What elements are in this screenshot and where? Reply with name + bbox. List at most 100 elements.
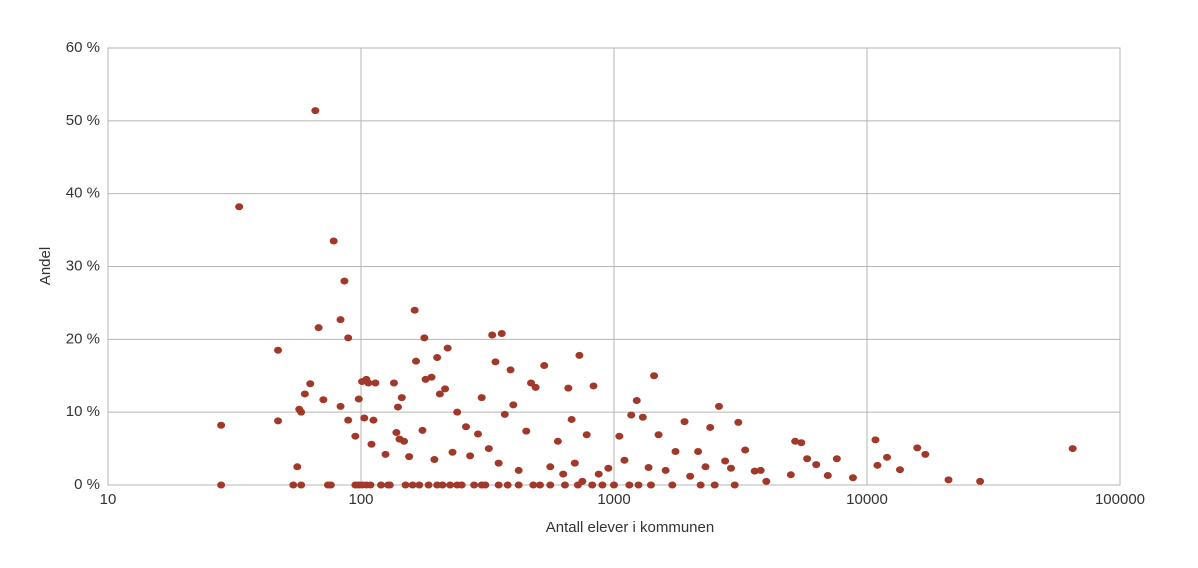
point xyxy=(336,402,345,410)
point xyxy=(297,481,306,489)
point xyxy=(491,358,500,366)
point xyxy=(536,481,545,489)
point xyxy=(297,408,306,416)
point xyxy=(319,396,328,404)
y-tick-label: 60 % xyxy=(66,39,100,56)
point xyxy=(443,344,452,352)
point xyxy=(494,481,503,489)
point xyxy=(741,446,750,454)
point xyxy=(540,362,549,370)
point xyxy=(293,463,302,471)
y-tick-label: 0 % xyxy=(74,476,100,493)
point xyxy=(701,463,710,471)
point xyxy=(311,107,320,115)
x-tick-label: 1000 xyxy=(597,491,630,508)
y-tick-label: 20 % xyxy=(66,330,100,347)
y-tick-label: 40 % xyxy=(66,185,100,202)
point xyxy=(274,417,283,425)
point xyxy=(381,450,390,458)
point xyxy=(588,481,597,489)
point xyxy=(473,430,482,438)
point xyxy=(567,415,576,423)
x-tick-label: 10 xyxy=(100,491,117,508)
point xyxy=(418,426,427,434)
point xyxy=(575,351,584,359)
point xyxy=(913,444,922,452)
point xyxy=(594,470,603,478)
point xyxy=(326,481,335,489)
point xyxy=(686,472,695,480)
point xyxy=(360,414,369,422)
point xyxy=(570,459,579,467)
point xyxy=(344,334,353,342)
point xyxy=(823,472,832,480)
point xyxy=(598,481,607,489)
point xyxy=(730,481,739,489)
point xyxy=(573,481,582,489)
point xyxy=(235,203,244,211)
point xyxy=(871,436,880,444)
point xyxy=(564,384,573,392)
point xyxy=(351,432,360,440)
point xyxy=(433,354,442,362)
point xyxy=(435,390,444,398)
x-tick-label: 100 xyxy=(348,491,373,508)
point xyxy=(627,411,636,419)
point xyxy=(427,373,436,381)
point xyxy=(377,481,386,489)
point xyxy=(217,481,226,489)
point xyxy=(654,431,663,439)
point xyxy=(559,470,568,478)
point xyxy=(797,439,806,447)
point xyxy=(531,383,540,391)
point xyxy=(832,455,841,463)
point xyxy=(397,394,406,402)
point xyxy=(393,403,402,411)
point xyxy=(803,455,812,463)
point xyxy=(644,464,653,472)
point xyxy=(401,481,410,489)
point xyxy=(529,481,538,489)
point xyxy=(921,450,930,458)
point xyxy=(367,440,376,448)
point xyxy=(448,448,457,456)
point xyxy=(488,331,497,339)
point xyxy=(433,481,442,489)
point xyxy=(344,416,353,424)
point xyxy=(461,423,470,431)
point xyxy=(625,481,634,489)
point xyxy=(500,410,509,418)
point xyxy=(791,437,800,445)
point xyxy=(848,474,857,482)
x-tick-label: 10000 xyxy=(846,491,888,508)
point xyxy=(632,397,641,405)
point xyxy=(274,346,283,354)
point xyxy=(424,481,433,489)
point xyxy=(620,456,629,464)
point xyxy=(671,447,680,455)
point xyxy=(1068,445,1077,453)
point xyxy=(944,476,953,484)
point xyxy=(300,390,309,398)
point xyxy=(514,481,523,489)
point xyxy=(408,481,417,489)
point xyxy=(412,357,421,365)
point xyxy=(470,481,479,489)
point xyxy=(696,481,705,489)
x-axis-title: Antall elever i kommunen xyxy=(546,519,714,536)
point xyxy=(453,408,462,416)
point xyxy=(710,481,719,489)
point xyxy=(364,379,373,387)
point xyxy=(634,481,643,489)
point xyxy=(680,418,689,426)
point xyxy=(615,432,624,440)
point xyxy=(354,395,363,403)
point xyxy=(546,481,555,489)
point xyxy=(734,418,743,426)
point xyxy=(661,466,670,474)
point xyxy=(400,437,409,445)
point xyxy=(610,481,618,489)
point xyxy=(329,237,338,245)
